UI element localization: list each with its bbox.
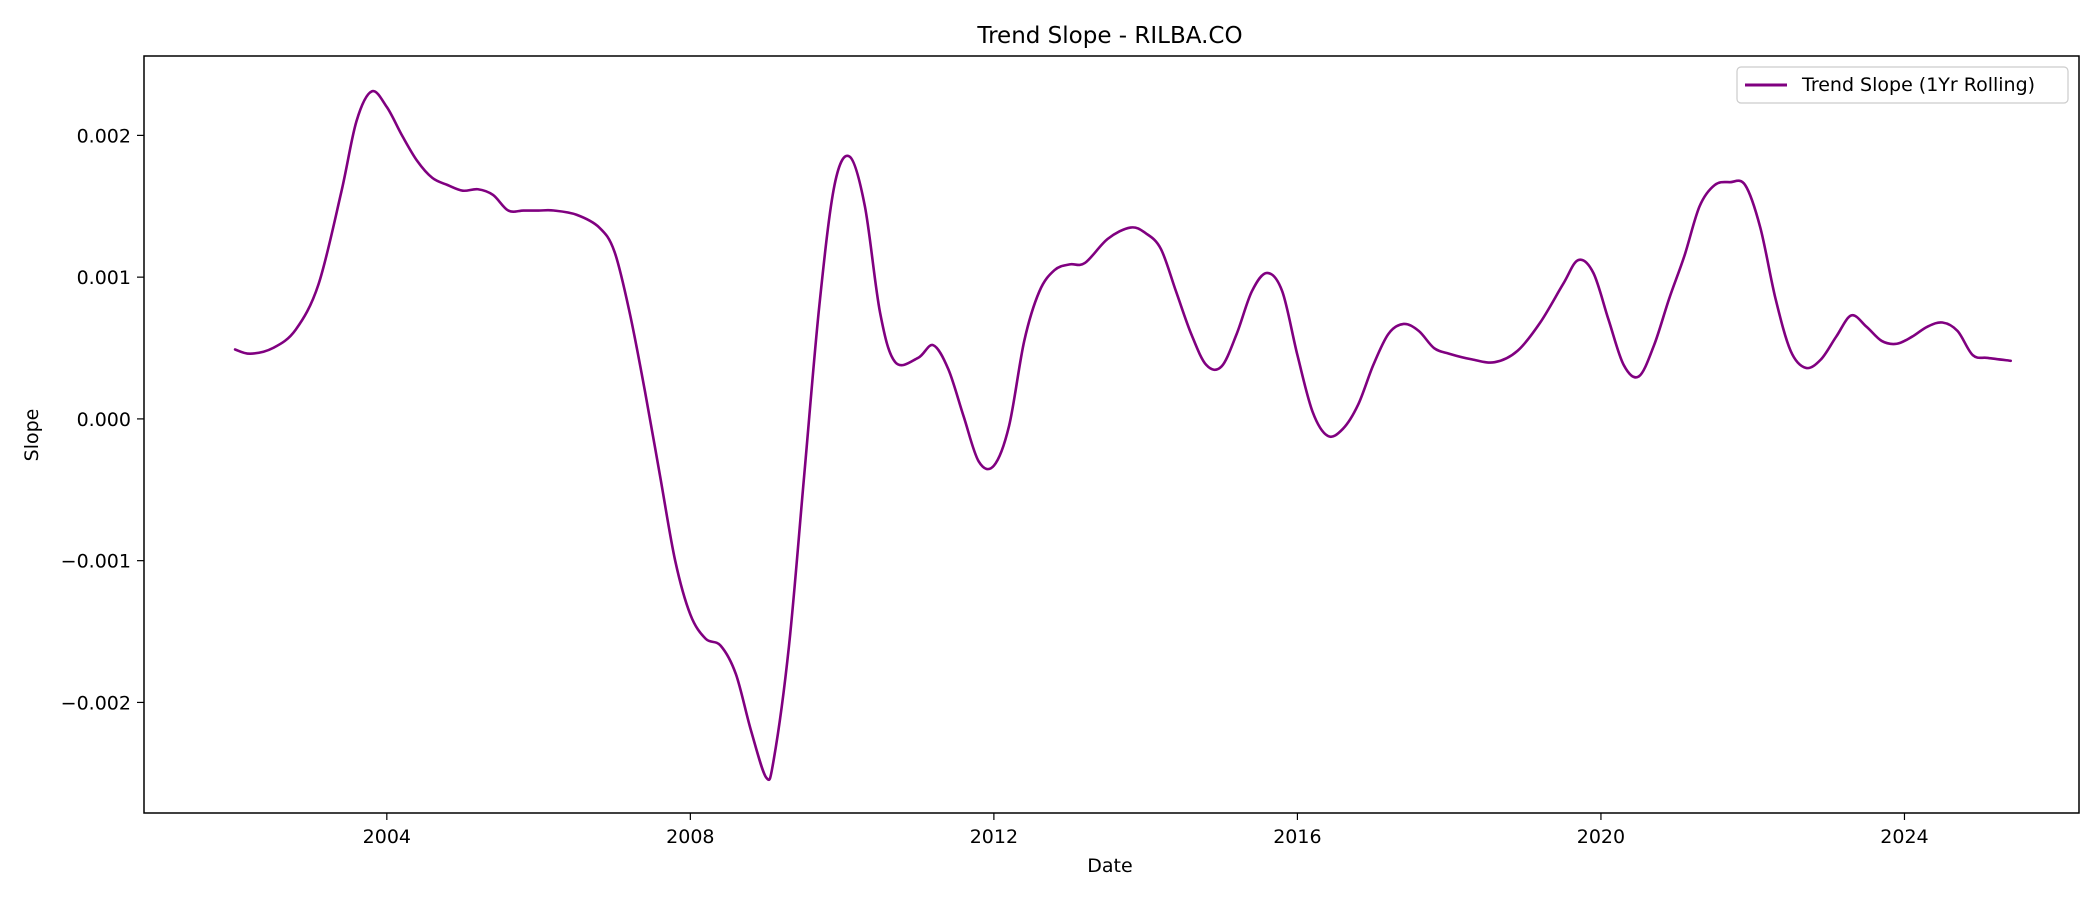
y-tick-label: −0.002 bbox=[61, 692, 131, 714]
y-axis-label: Slope bbox=[21, 409, 43, 462]
series-line-trend-slope bbox=[233, 89, 2013, 782]
y-tick-label: −0.001 bbox=[61, 551, 131, 573]
chart-title: Trend Slope - RILBA.CO bbox=[976, 23, 1242, 49]
y-tick-label: 0.001 bbox=[77, 267, 131, 289]
y-tick-label: 0.000 bbox=[77, 409, 131, 431]
plot-area: 2004 2008 2012 2016 2020 2024 −0.002 −0.001 0.0… bbox=[61, 55, 2080, 848]
legend-box bbox=[1736, 66, 2069, 104]
x-axis-ticks: 2004 2008 2012 2016 2020 2024 bbox=[363, 813, 1929, 848]
x-axis-label: Date bbox=[1087, 855, 1132, 877]
y-tick-label: 0.002 bbox=[77, 125, 131, 147]
x-tick-label: 2008 bbox=[666, 826, 714, 848]
x-tick-label: 2012 bbox=[970, 826, 1018, 848]
x-tick-label: 2020 bbox=[1577, 826, 1625, 848]
x-tick-label: 2004 bbox=[363, 826, 411, 848]
legend-label: Trend Slope (1Yr Rolling) bbox=[1801, 74, 2035, 96]
plot-frame bbox=[143, 55, 2080, 814]
x-tick-label: 2024 bbox=[1880, 826, 1928, 848]
y-axis-ticks: −0.002 −0.001 0.000 0.001 0.002 bbox=[61, 125, 144, 714]
legend: Trend Slope (1Yr Rolling) bbox=[1736, 66, 2069, 104]
series-layer bbox=[233, 89, 2013, 782]
x-tick-label: 2016 bbox=[1273, 826, 1321, 848]
